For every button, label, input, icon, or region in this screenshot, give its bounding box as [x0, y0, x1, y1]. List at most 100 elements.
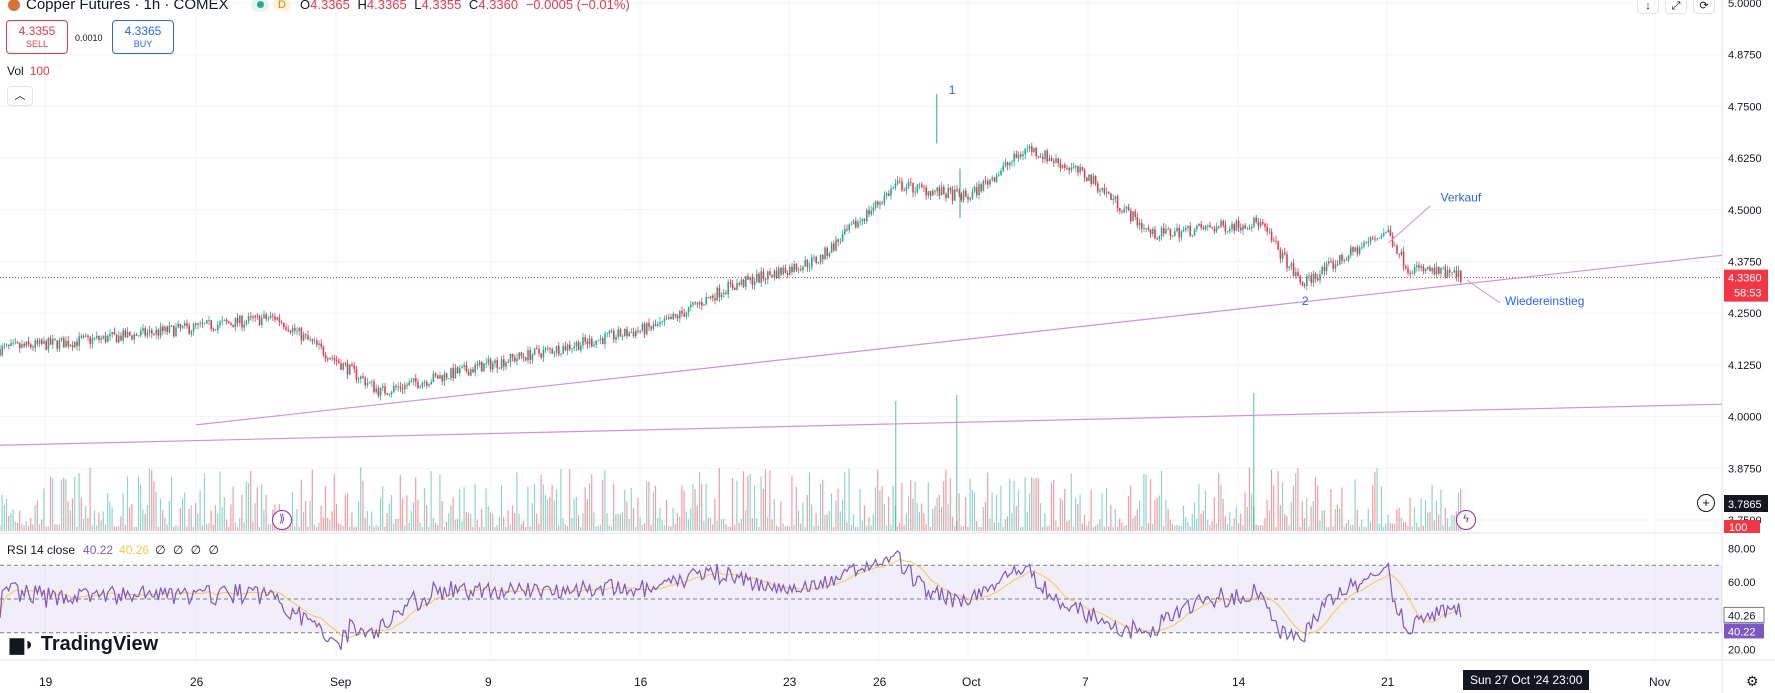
- candle-down: [445, 373, 448, 379]
- volume-bar: [386, 513, 388, 531]
- sell-button[interactable]: 4.3355 SELL: [6, 20, 68, 54]
- candle-up: [861, 219, 864, 222]
- volume-bar: [245, 481, 247, 531]
- volume-bar: [102, 511, 104, 531]
- volume-bar: [885, 525, 888, 531]
- candle-up: [243, 324, 245, 328]
- candle-down: [786, 272, 789, 275]
- candle-up: [1380, 235, 1383, 238]
- candle-up: [892, 187, 894, 189]
- volume-bar: [250, 470, 252, 531]
- candle-down: [1303, 284, 1306, 287]
- status-indicators[interactable]: D: [251, 0, 291, 12]
- volume-bar: [390, 495, 393, 531]
- candle-up: [597, 340, 600, 341]
- rsi-legend[interactable]: RSI 14 close 40.22 40.26 ∅ ∅ ∅ ∅: [7, 543, 221, 557]
- volume-bar: [1015, 505, 1017, 531]
- volume-bar: [432, 518, 434, 531]
- volume-bar: [316, 526, 318, 531]
- candle-down: [1277, 241, 1279, 250]
- collapse-legend-button[interactable]: ︿: [7, 86, 33, 106]
- volume-bar: [373, 526, 375, 531]
- candle-up: [639, 330, 641, 332]
- volume-bar: [839, 511, 841, 531]
- volume-bar: [1110, 504, 1112, 531]
- candle-down: [868, 210, 870, 215]
- volume-bar: [989, 518, 991, 531]
- volume-bar: [830, 493, 833, 531]
- volume-bar: [456, 518, 459, 531]
- volume-bar: [159, 498, 162, 531]
- candle-down: [1149, 229, 1152, 235]
- candle-down: [27, 341, 30, 345]
- volume-bar: [1158, 495, 1160, 531]
- candle-up: [1075, 165, 1077, 168]
- candle-down: [536, 348, 538, 349]
- ohlc-low-value: 4.3355: [421, 0, 462, 12]
- volume-bar: [1262, 525, 1264, 531]
- volume-bar: [36, 500, 38, 531]
- plus-icon[interactable]: +: [1697, 494, 1715, 512]
- volume-bar: [1290, 501, 1292, 531]
- volume-bar: [1255, 524, 1257, 531]
- volume-bar: [388, 503, 390, 531]
- tradingview-logo[interactable]: ▆◗ TradingView: [10, 633, 158, 656]
- candle-down: [1189, 225, 1191, 236]
- volume-bar: [703, 521, 705, 531]
- arrow-down-icon[interactable]: ↓: [1637, 0, 1659, 14]
- volume-bar: [1185, 517, 1187, 531]
- candle-up: [918, 184, 921, 186]
- volume-bar: [1297, 468, 1299, 531]
- candle-up: [562, 346, 564, 354]
- candle-up: [410, 380, 413, 383]
- candle-down: [701, 302, 703, 306]
- volume-bar: [1048, 525, 1050, 531]
- candle-down: [340, 363, 342, 370]
- volume-bar: [1046, 526, 1048, 531]
- volume-bar: [214, 505, 217, 531]
- volume-bar: [613, 483, 615, 531]
- candle-up: [1321, 266, 1323, 275]
- rsi-ma-tag: [1723, 606, 1765, 623]
- candle-up: [371, 381, 373, 383]
- candle-down: [1130, 210, 1132, 222]
- volume-bar: [1314, 477, 1317, 531]
- candle-down: [1119, 208, 1121, 212]
- candle-up: [14, 342, 17, 344]
- volume-bar: [481, 509, 483, 531]
- lightning-icon[interactable]: ϟ: [1456, 510, 1476, 530]
- candle-down: [795, 264, 798, 271]
- volume-bar: [340, 524, 342, 531]
- symbol-title[interactable]: Copper Futures · 1h · COMEX: [8, 0, 229, 13]
- candle-up: [753, 281, 756, 285]
- volume-bar: [828, 511, 830, 531]
- volume-bar: [1103, 526, 1105, 531]
- candle-down: [162, 326, 164, 331]
- volume-bar: [657, 518, 659, 531]
- candles-group: [0, 93, 1462, 401]
- volume-bar: [377, 526, 379, 531]
- volume-bar: [487, 506, 489, 531]
- refresh-icon[interactable]: ⟳: [1693, 0, 1715, 14]
- replay-icon[interactable]: ⟫: [272, 510, 292, 530]
- candle-up: [146, 332, 149, 336]
- expand-icon[interactable]: ⤢: [1665, 0, 1687, 14]
- volume-bar: [749, 473, 751, 531]
- candle-down: [602, 338, 604, 345]
- volume-bar: [1356, 509, 1358, 531]
- volume-bar: [1024, 476, 1026, 531]
- volume-bar: [177, 526, 179, 531]
- volume-legend[interactable]: Vol 100: [7, 64, 50, 78]
- volume-bar: [1427, 512, 1429, 531]
- settings-icon[interactable]: ⚙: [1746, 673, 1759, 689]
- candle-down: [153, 333, 155, 335]
- volume-bar: [254, 503, 256, 531]
- buy-button[interactable]: 4.3365 BUY: [112, 20, 174, 54]
- time-axis-tick-label: 14: [1232, 675, 1246, 689]
- candle-up: [52, 339, 54, 345]
- candle-up: [582, 337, 584, 346]
- volume-bar: [767, 517, 769, 531]
- volume-bar: [701, 483, 703, 531]
- candle-down: [406, 384, 408, 386]
